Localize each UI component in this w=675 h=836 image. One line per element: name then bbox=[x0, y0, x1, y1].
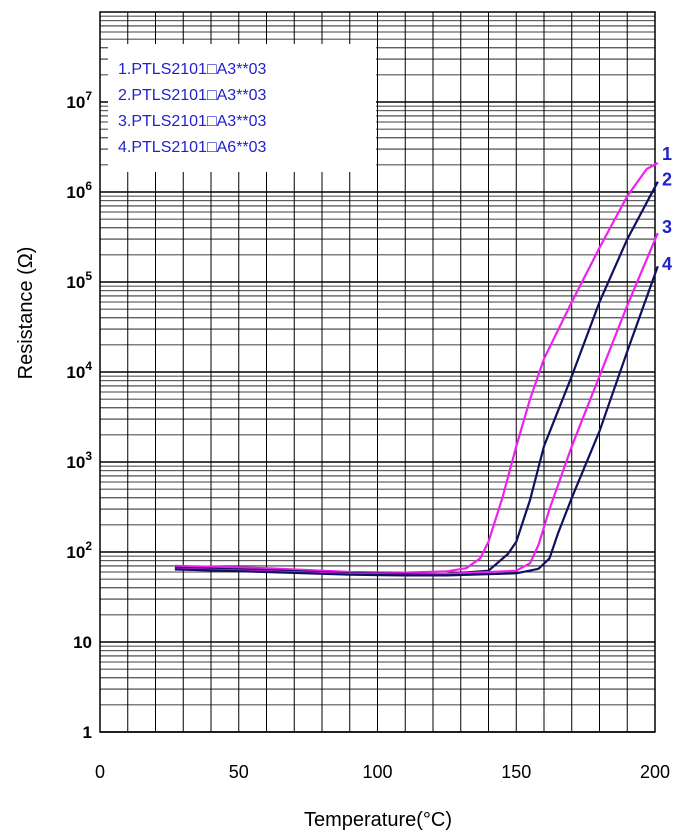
y-tick-label: 103 bbox=[66, 449, 92, 472]
series-1-label: 1 bbox=[662, 144, 672, 164]
series-3-label: 3 bbox=[662, 217, 672, 237]
x-tick-labels: 0 50 100 150 200 bbox=[95, 762, 670, 782]
y-tick-label: 106 bbox=[66, 179, 92, 202]
legend-entry-4: 4.PTLS2101□A6**03 bbox=[118, 139, 267, 156]
series-4-label: 4 bbox=[662, 254, 672, 274]
series-1-line bbox=[174, 162, 659, 574]
y-axis-title: Resistance (Ω) bbox=[15, 247, 37, 380]
y-tick-label: 10 bbox=[73, 633, 92, 652]
x-tick-label: 200 bbox=[640, 762, 670, 782]
y-tick-label: 102 bbox=[66, 539, 92, 562]
legend-box bbox=[108, 44, 376, 172]
y-tick-labels: 1 10 102 103 104 105 106 107 bbox=[66, 89, 92, 742]
series-2-line bbox=[174, 181, 659, 576]
series-2-label: 2 bbox=[662, 170, 672, 190]
series-lines bbox=[174, 162, 659, 577]
x-tick-label: 0 bbox=[95, 762, 105, 782]
series-end-labels: 1 2 3 4 bbox=[662, 144, 672, 274]
y-tick-label: 104 bbox=[66, 359, 92, 382]
legend-entry-1: 1.PTLS2101□A3**03 bbox=[118, 61, 267, 78]
series-4-line bbox=[174, 265, 659, 577]
legend-entry-3: 3.PTLS2101□A3**03 bbox=[118, 113, 267, 130]
legend: 1.PTLS2101□A3**03 2.PTLS2101□A3**03 3.PT… bbox=[108, 44, 376, 172]
y-tick-label: 1 bbox=[83, 723, 92, 742]
y-tick-label: 105 bbox=[66, 269, 92, 292]
x-tick-label: 50 bbox=[229, 762, 249, 782]
y-tick-label: 107 bbox=[66, 89, 92, 112]
plot-frame bbox=[99, 11, 656, 733]
x-axis-title: Temperature(°C) bbox=[304, 809, 452, 831]
x-tick-label: 150 bbox=[501, 762, 531, 782]
series-3-line bbox=[174, 232, 659, 576]
x-tick-label: 100 bbox=[362, 762, 392, 782]
legend-entry-2: 2.PTLS2101□A3**03 bbox=[118, 87, 267, 104]
